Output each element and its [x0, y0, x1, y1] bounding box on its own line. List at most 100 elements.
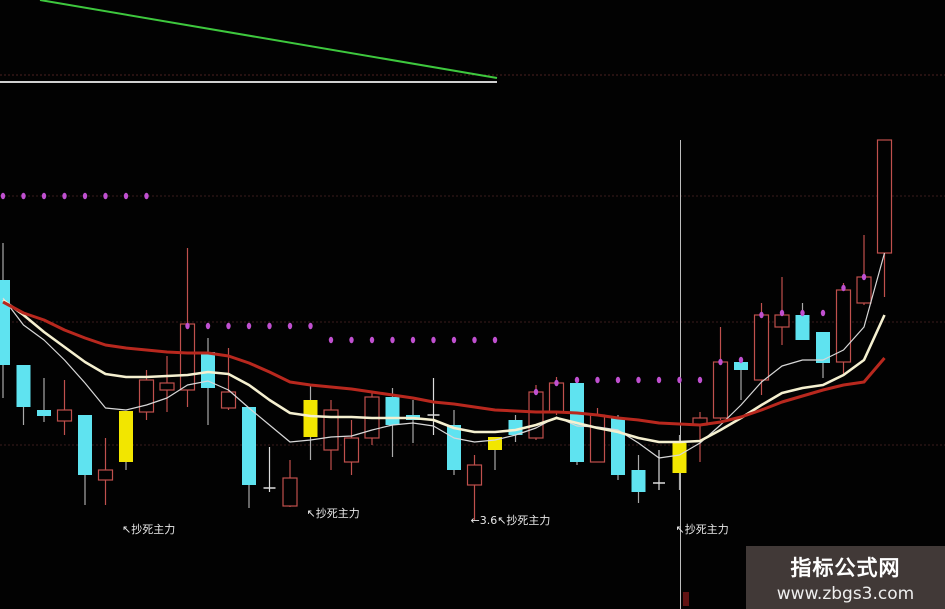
candle-down [0, 243, 10, 398]
candle-body [795, 315, 810, 340]
signal-dot [226, 322, 231, 330]
candle-body [201, 352, 215, 388]
candle-body [179, 323, 196, 391]
signal-dot [615, 376, 621, 384]
signal-dot [103, 192, 108, 200]
candle-body [631, 470, 646, 492]
candle-body [528, 391, 544, 439]
candle-up [712, 327, 729, 420]
candle-body [774, 314, 790, 328]
signal-dot [267, 322, 272, 330]
signal-dot [656, 376, 662, 384]
signal-dot [349, 336, 354, 344]
signal-annotation: ←3.6↖抄死主力 [471, 513, 551, 527]
candle-body [119, 411, 133, 462]
signal-dot [718, 358, 723, 366]
candle-down [385, 388, 400, 457]
candle-body [611, 418, 625, 475]
candle-body [282, 477, 298, 507]
candle-up [753, 303, 770, 395]
signal-dot [431, 336, 436, 344]
candle-body [447, 425, 461, 470]
signal-dot [246, 322, 252, 330]
candle-cross [653, 450, 665, 490]
candle-up [97, 438, 114, 505]
signal-dot [369, 336, 375, 344]
signal-dot [0, 192, 6, 200]
signal-dot [779, 309, 785, 317]
candle-body [548, 382, 565, 413]
candle-body [734, 362, 748, 370]
indicator-panel [0, 0, 945, 83]
price-marker [683, 592, 689, 606]
signal-dot [820, 309, 826, 317]
signal-dot [636, 376, 641, 384]
candle-down [406, 400, 420, 443]
signal-dot [62, 192, 67, 200]
candle-down [611, 415, 625, 480]
signal-dot [82, 192, 88, 200]
signal-dot [308, 322, 313, 330]
signal-dot [677, 376, 682, 384]
signal-dot [144, 192, 149, 200]
signal-dot [738, 356, 744, 364]
candle-body [78, 415, 92, 475]
signal-dot [205, 322, 211, 330]
candle-up [856, 235, 872, 305]
candle-body [56, 409, 73, 422]
candle-body [343, 437, 360, 463]
candle-body [323, 409, 339, 451]
signal-dot [574, 376, 580, 384]
candle-body [37, 410, 51, 416]
candle-body [876, 139, 893, 254]
signal-dot [554, 379, 559, 387]
candle-up [282, 460, 298, 507]
signal-dot [287, 322, 293, 330]
signal-dot [800, 309, 805, 317]
signal-dot [697, 376, 703, 384]
signal-annotation: ↖抄死主力 [676, 522, 729, 536]
signal-annotation: ↖抄死主力 [122, 522, 175, 536]
signal-dot [533, 388, 539, 396]
candle-body [16, 365, 31, 407]
signal-dot [390, 336, 395, 344]
candle-down [16, 365, 31, 425]
signal-dot [759, 311, 764, 319]
candle-body [712, 361, 729, 419]
candle-down [795, 303, 810, 340]
candle-body [672, 443, 687, 473]
moving-average-mid [2, 298, 886, 444]
candle-up [835, 283, 852, 375]
candle-body [0, 280, 10, 365]
candle-body [220, 391, 237, 409]
candle-body [385, 397, 400, 425]
candle-body [856, 276, 872, 304]
moving-average-short [2, 252, 886, 459]
candle-down [631, 455, 646, 503]
candle-body [138, 379, 155, 413]
candle-down [242, 407, 256, 508]
watermark: 指标公式网 www.zbgs3.com [746, 546, 945, 609]
candle-cross [263, 447, 276, 492]
candle-down [78, 415, 92, 505]
candle-signal [488, 437, 502, 470]
candle-body [589, 414, 606, 463]
candle-body [816, 332, 830, 363]
candle-body [835, 289, 852, 363]
candle-signal [303, 385, 318, 460]
signal-dot [410, 336, 416, 344]
signal-dot [123, 192, 129, 200]
signal-dot [861, 273, 867, 281]
candle-signal [119, 411, 133, 470]
signal-dot [41, 192, 47, 200]
candle-down [447, 410, 461, 475]
candle-body [303, 400, 318, 437]
candle-body [242, 407, 256, 485]
signal-dot [451, 336, 457, 344]
signal-dot [841, 284, 846, 292]
candle-up [343, 420, 360, 475]
candle-down [734, 358, 748, 400]
candle-up [876, 139, 893, 297]
